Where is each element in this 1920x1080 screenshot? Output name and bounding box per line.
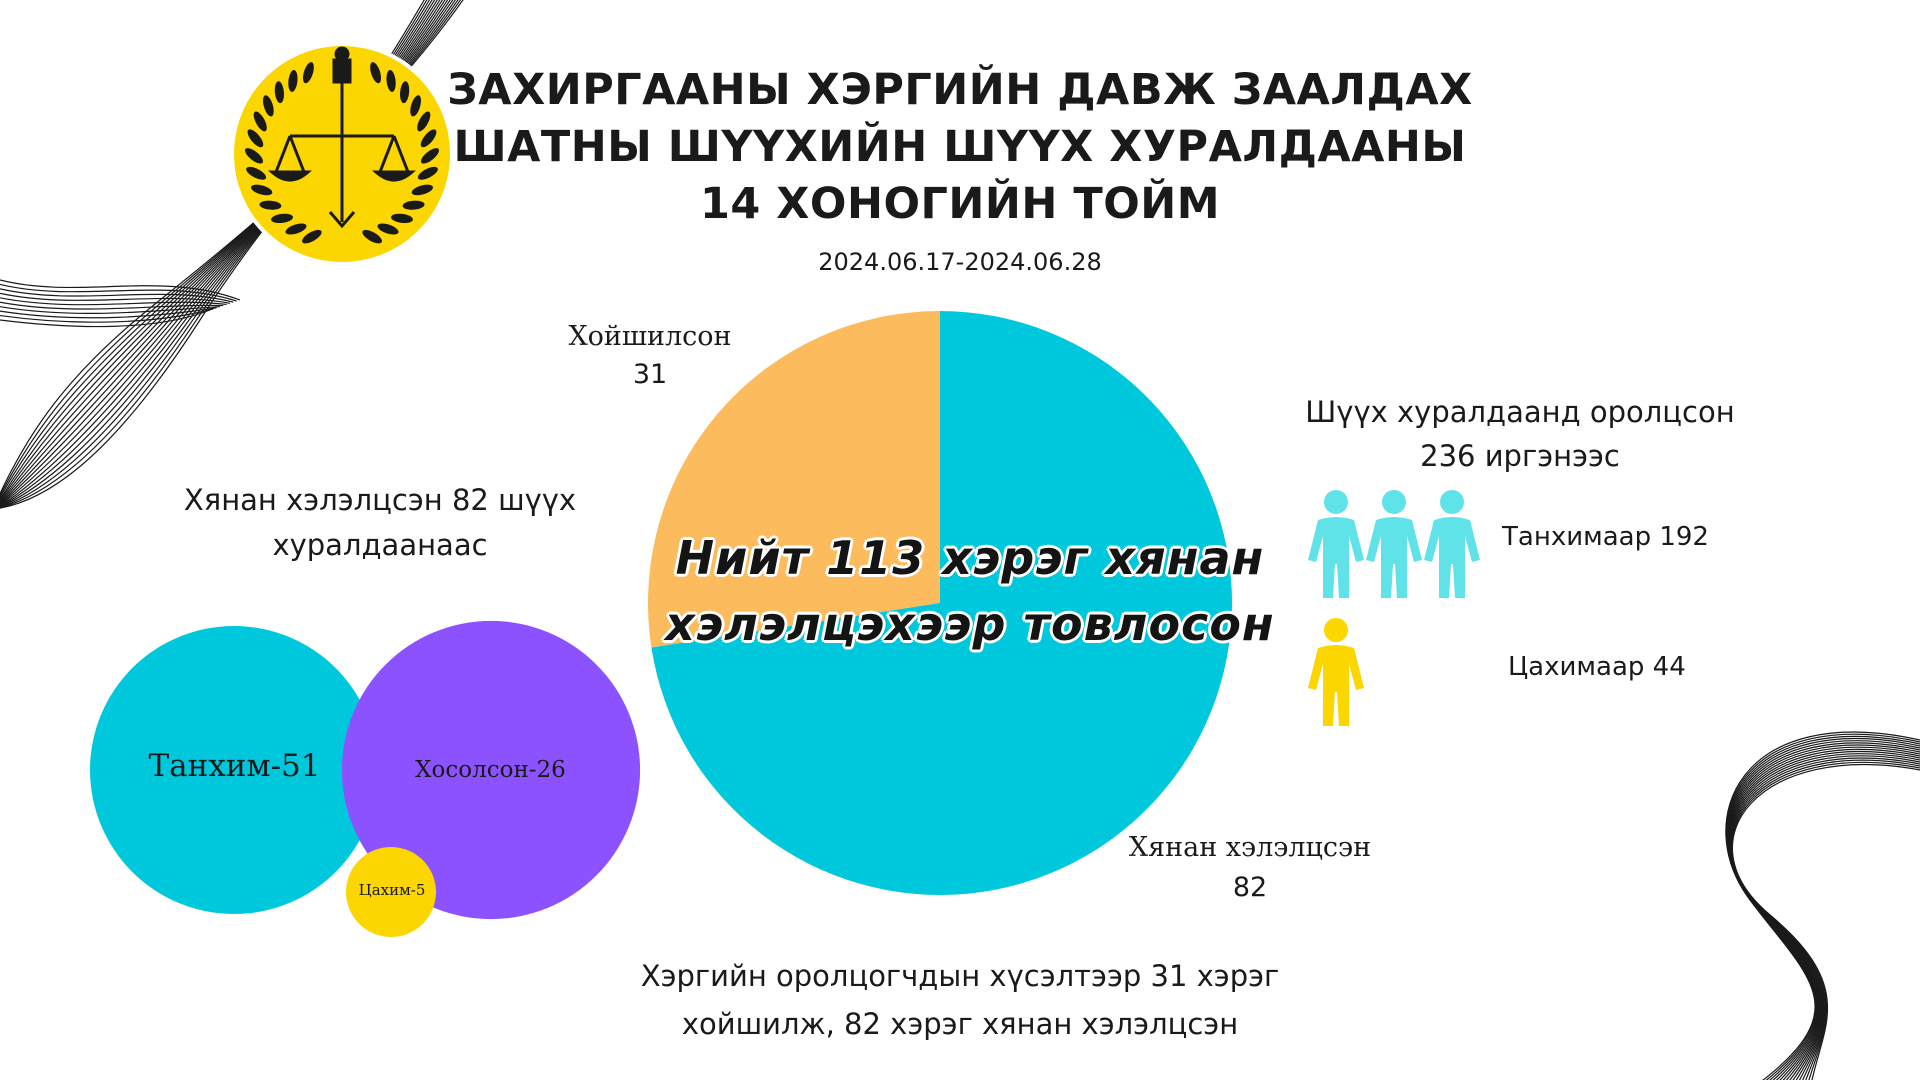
bubble-chart [90,620,641,937]
pie-label-reviewed-value: 82 [1232,872,1268,903]
pie-label-reviewed-name: Хянан хэлэлцсэн [1128,832,1372,863]
pie-slice-reviewed [651,311,1232,895]
pie-center-line-2: хэлэлцэхээр товлосон [665,597,1275,651]
person-icon [1366,490,1422,598]
pie-chart [648,311,1232,895]
summary-line-1: Хэргийн оролцогчдын хүсэлтээр 31 хэрэг [640,959,1280,993]
bubble-label-online: Цахим-5 [358,881,426,899]
bubble-label-hall: Танхим-51 [148,748,321,784]
pie-center-label: Нийт 113 хэрэг хянан хэлэлцэхээр товлосо… [600,525,1340,657]
page-title: ЗАХИРГААНЫ ХЭРГИЙН ДАВЖ ЗААЛДАХ ШАТНЫ ШҮ… [430,62,1490,233]
pictograph-label-hall: Танхимаар 192 [1502,522,1709,552]
person-icon [1308,490,1364,598]
pictograph-heading-line-2: 236 иргэнээс [1420,439,1620,473]
person-icon [1424,490,1480,598]
pie-center-line-1: Нийт 113 хэрэг хянан [675,531,1265,585]
bubble-hall [90,626,378,914]
court-emblem-icon [230,42,454,266]
pie-label-postponed: Хойшилсон 31 [530,318,770,394]
pie-slice-postponed [648,311,940,648]
date-range: 2024.06.17-2024.06.28 [818,248,1102,276]
title-line-3: 14 ХОНОГИЙН ТОЙМ [699,179,1221,229]
title-line-2: ШАТНЫ ШҮҮХИЙН ШҮҮХ ХУРАЛДААНЫ [453,122,1467,172]
scales-of-justice-icon [268,46,416,229]
laurel-wreath-icon [244,62,440,244]
title-line-1: ЗАХИРГААНЫ ХЭРГИЙН ДАВЖ ЗААЛДАХ [447,65,1473,115]
person-icon [1308,618,1364,726]
bubble-heading-line-2: хуралдаанаас [272,528,488,562]
bubble-heading-line-1: Хянан хэлэлцсэн 82 шүүх [183,483,577,517]
pictograph-heading-line-1: Шүүх хуралдаанд оролцсон [1305,395,1735,429]
summary-text: Хэргийн оролцогчдын хүсэлтээр 31 хэрэг х… [570,952,1350,1048]
bubble-chart-heading: Хянан хэлэлцсэн 82 шүүх хуралдаанаас [130,478,630,568]
bubble-online [346,847,436,937]
pictograph-heading: Шүүх хуралдаанд оролцсон 236 иргэнээс [1270,390,1770,478]
bubble-mixed [341,620,641,920]
pie-label-postponed-name: Хойшилсон [568,321,732,352]
people-pictograph [1308,490,1480,726]
pictograph-label-online: Цахимаар 44 [1508,652,1686,682]
bubble-label-mixed: Хосолсон-26 [415,757,566,783]
decorative-wave-right [1725,731,1920,1080]
pie-label-postponed-value: 31 [632,359,668,390]
summary-line-2: хойшилж, 82 хэрэг хянан хэлэлцсэн [681,1007,1239,1041]
pie-label-reviewed: Хянан хэлэлцсэн 82 [1110,828,1390,908]
